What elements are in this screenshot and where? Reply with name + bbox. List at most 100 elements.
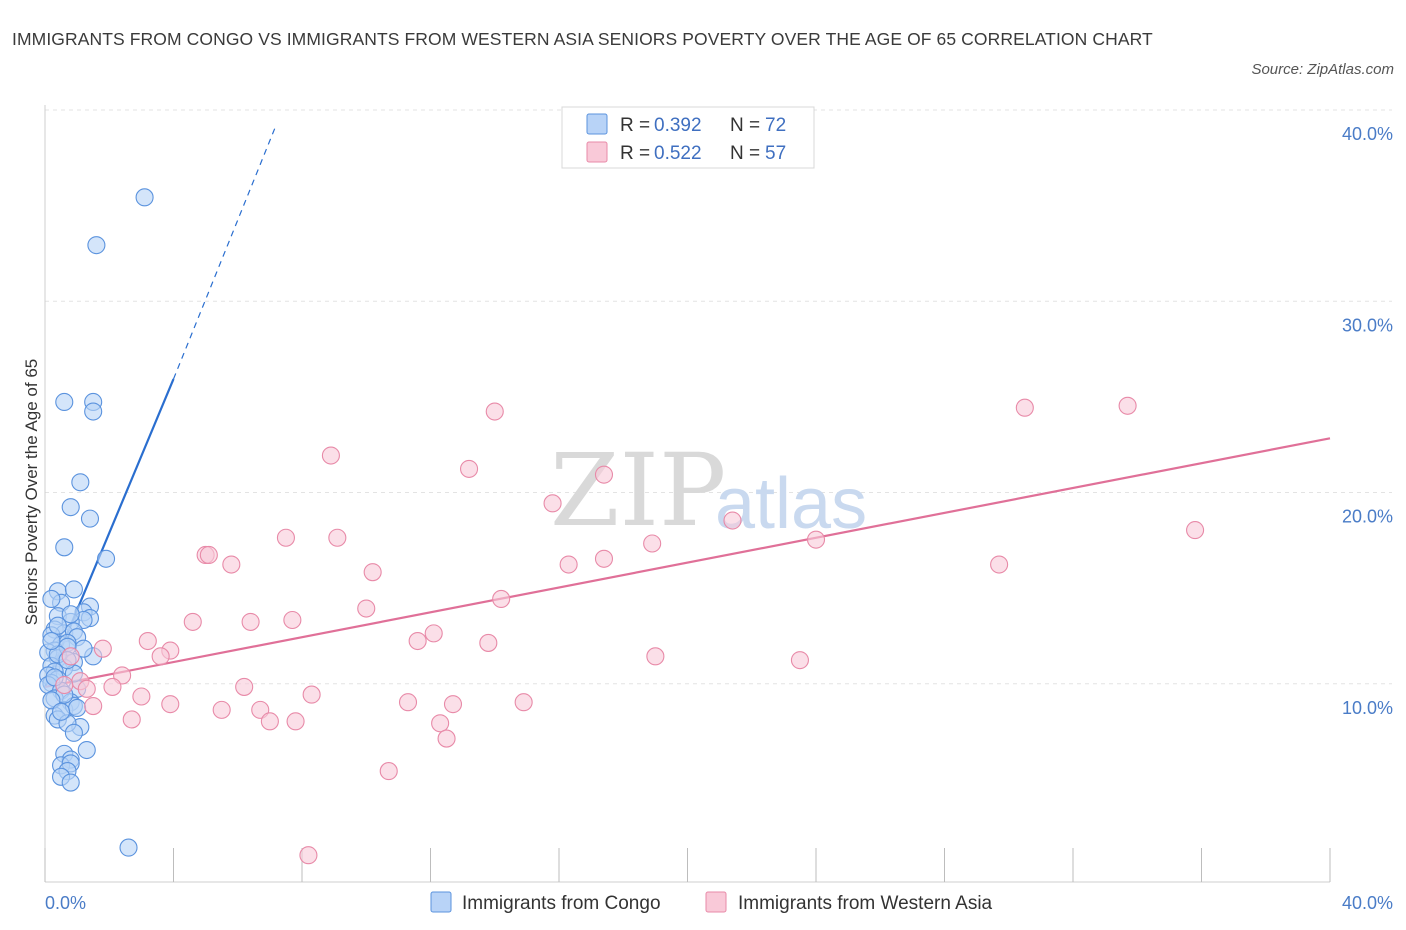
series-congo-points	[39, 188, 154, 857]
grid-lines	[45, 109, 1392, 685]
point-wasia-21	[357, 599, 376, 618]
y-axis-label: Seniors Poverty Over the Age of 65	[22, 359, 41, 625]
point-wasia-28	[479, 633, 498, 652]
point-wasia-31	[151, 647, 170, 666]
point-wasia-50	[437, 729, 456, 748]
watermark-atlas: atlas	[715, 464, 867, 544]
legend-n-value-congo: 72	[765, 115, 786, 136]
legend-r-label-wasia: R =	[620, 143, 650, 164]
point-congo-10	[64, 580, 83, 599]
point-wasia-14	[199, 545, 218, 565]
point-congo-0	[135, 188, 154, 207]
chart-title: IMMIGRANTS FROM CONGO VS IMMIGRANTS FROM…	[12, 29, 1153, 49]
point-wasia-42	[443, 695, 463, 714]
point-wasia-48	[286, 712, 305, 731]
point-wasia-23	[241, 612, 260, 631]
point-wasia-38	[132, 687, 151, 706]
y-tick-label-0: 10.0%	[1342, 698, 1393, 718]
point-congo-7	[80, 509, 100, 528]
point-congo-68	[48, 616, 67, 635]
point-wasia-30	[93, 639, 112, 658]
source-label: Source: ZipAtlas.com	[1251, 61, 1394, 78]
point-wasia-16	[559, 555, 578, 574]
point-wasia-19	[363, 563, 382, 582]
x-tick-label-1: 40.0%	[1342, 893, 1393, 913]
point-wasia-10	[328, 528, 347, 547]
y-tick-label-3: 40.0%	[1342, 124, 1393, 144]
point-congo-58	[42, 589, 61, 609]
point-wasia-20	[492, 589, 511, 609]
point-wasia-43	[514, 693, 533, 712]
point-wasia-3	[321, 446, 340, 465]
point-wasia-53	[61, 647, 80, 666]
y-tick-label-1: 20.0%	[1342, 507, 1393, 527]
point-wasia-0	[1015, 398, 1034, 417]
point-wasia-44	[212, 700, 231, 719]
point-wasia-33	[790, 651, 809, 670]
point-wasia-11	[643, 534, 662, 553]
point-wasia-26	[408, 631, 427, 651]
point-wasia-7	[723, 511, 742, 530]
trend-line-congo-extension	[172, 124, 277, 380]
bottom-legend-swatch-wasia	[705, 891, 727, 913]
bottom-legend: Immigrants from Congo Immigrants from We…	[430, 891, 993, 914]
point-wasia-40	[161, 695, 180, 714]
x-tick-labels: 0.0% 40.0%	[45, 893, 1393, 913]
point-wasia-41	[398, 693, 418, 712]
point-wasia-32	[646, 647, 665, 666]
point-wasia-12	[806, 530, 826, 549]
point-wasia-24	[283, 610, 302, 630]
point-wasia-8	[1186, 521, 1205, 540]
legend-r-label-congo: R =	[620, 115, 650, 136]
legend-r-value-congo: 0.392	[654, 115, 702, 136]
trend-lines	[43, 124, 1331, 689]
bottom-legend-label-congo: Immigrants from Congo	[462, 893, 661, 914]
legend-n-value-wasia: 57	[765, 143, 786, 164]
point-wasia-36	[103, 677, 122, 696]
point-wasia-4	[459, 459, 479, 478]
point-congo-48	[77, 740, 96, 760]
x-tick-label-0: 0.0%	[45, 893, 86, 913]
point-wasia-51	[379, 762, 398, 781]
point-congo-71	[61, 605, 80, 624]
watermark-zip: ZIP	[550, 432, 726, 549]
legend-swatch-congo	[586, 113, 608, 135]
point-wasia-56	[77, 679, 96, 698]
legend-swatch-wasia	[586, 141, 608, 163]
trend-line-wasia	[44, 437, 1331, 689]
point-wasia-49	[431, 714, 450, 733]
point-wasia-37	[302, 685, 321, 704]
point-wasia-25	[138, 631, 157, 651]
bottom-legend-label-wasia: Immigrants from Western Asia	[738, 893, 993, 914]
point-wasia-55	[55, 675, 74, 695]
point-congo-67	[52, 702, 71, 721]
point-congo-1	[87, 236, 106, 255]
point-wasia-1	[1118, 396, 1137, 415]
point-wasia-17	[594, 549, 614, 568]
point-congo-70	[42, 631, 61, 651]
point-congo-55	[61, 773, 80, 792]
point-congo-6	[61, 498, 80, 517]
point-wasia-46	[122, 710, 141, 729]
point-congo-8	[55, 538, 74, 557]
point-wasia-39	[84, 696, 103, 716]
y-tick-label-2: 30.0%	[1342, 315, 1393, 335]
point-congo-47	[64, 723, 83, 742]
point-wasia-9	[276, 528, 295, 547]
point-wasia-18	[990, 555, 1009, 574]
point-congo-65	[68, 698, 87, 718]
point-congo-57	[96, 549, 116, 568]
stats-legend: R = 0.392 N = 72 R = 0.522 N = 57	[561, 106, 815, 169]
point-wasia-35	[235, 677, 254, 696]
point-wasia-22	[183, 612, 202, 631]
point-wasia-2	[485, 402, 504, 421]
point-wasia-15	[222, 555, 241, 574]
point-wasia-6	[543, 494, 562, 513]
point-congo-5	[71, 473, 90, 492]
legend-n-label-congo: N =	[730, 115, 760, 136]
legend-r-value-wasia: 0.522	[654, 143, 702, 164]
bottom-legend-swatch-congo	[430, 891, 452, 913]
y-tick-labels: 10.0% 20.0% 30.0% 40.0%	[1342, 124, 1393, 718]
watermark: ZIP atlas	[550, 432, 867, 549]
